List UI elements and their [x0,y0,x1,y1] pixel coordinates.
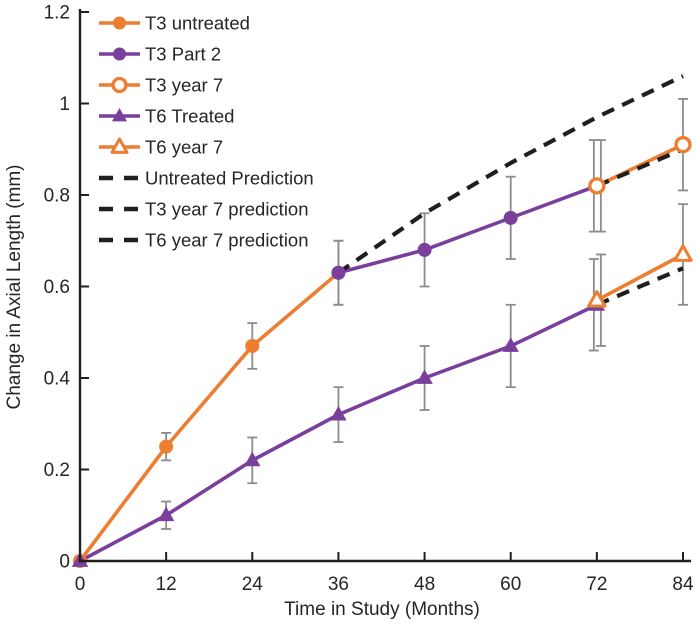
x-tick-label: 84 [672,574,694,595]
series-line-t3-untreated [78,270,341,563]
legend-label: T3 Part 2 [145,44,221,65]
legend-label: T6 year 7 [145,137,223,158]
marker-t6-treated [416,369,433,384]
x-tick-label: 60 [500,574,521,595]
marker-t3-part-2 [113,47,126,61]
x-tick-label: 12 [156,574,177,595]
y-tick-label: 0.8 [44,186,70,207]
marker-t3-year-7 [111,76,128,94]
marker-t6-treated [244,451,261,467]
series-line-t3-year-7 [595,142,685,188]
y-tick-label: 0 [59,552,70,573]
error-bars-layer [161,98,688,530]
y-tick-label: 1 [59,94,70,115]
series-line-untreated-prediction [337,74,684,275]
marker-t6-year-7 [587,290,607,308]
marker-t3-untreated [245,338,260,353]
y-tick-label: 0.4 [44,369,71,390]
marker-t6-treated [330,405,347,421]
legend-item-t6-year-7-prediction: T6 year 7 prediction [99,230,309,251]
legend-item-untreated-prediction: Untreated Prediction [99,168,314,189]
marker-t6-treated [502,337,519,352]
legend-label: Untreated Prediction [145,168,314,189]
legend: T3 untreated T3 Part 2 T3 year 7 T6 Treated… [99,13,314,251]
marker-t6-year-7 [673,244,693,262]
marker-t3-part-2 [503,210,518,225]
legend-label: T3 year 7 [145,75,223,96]
marker-t3-year-7 [674,136,692,154]
legend-label: T3 year 7 prediction [145,199,309,220]
y-axis-title: Change in Axial Length (mm) [4,164,25,409]
marker-t3-untreated [159,439,174,454]
legend-item-t6-treated: T6 Treated [99,106,234,127]
legend-item-t6-year-7: T6 year 7 [99,137,223,158]
series-line-t6-year-7 [595,252,685,303]
marker-t6-treated [157,506,175,522]
x-axis-title: Time in Study (Months) [284,599,480,620]
legend-item-t3-year-7: T3 year 7 [99,75,223,96]
marker-t3-part-2 [331,265,346,280]
x-tick-label: 36 [328,574,349,595]
x-tick-label: 72 [586,574,607,595]
y-tick-label: 1.2 [44,3,70,24]
x-tick-label: 0 [75,574,86,595]
series-line-t6-year-7-prediction [596,266,684,307]
marker-t3-untreated [113,16,126,30]
legend-label: T6 Treated [145,106,234,127]
legend-item-t3-part-2: T3 Part 2 [99,44,221,65]
y-tick-label: 0.2 [44,460,70,481]
legend-label: T6 year 7 prediction [145,230,309,251]
legend-item-t3-year-7-prediction: T3 year 7 prediction [99,199,309,220]
marker-t3-year-7 [588,177,606,195]
axes-layer: 0 12 24 36 48 60 72 84 0 0.2 0.4 0.6 0.8 1 1.2 [44,3,694,596]
legend-label: T3 untreated [145,13,250,34]
series-line-t3-part-2 [336,184,599,275]
x-tick-label: 48 [414,574,435,595]
marker-t6-treated [112,108,127,122]
legend-item-t3-untreated: T3 untreated [99,13,250,34]
series-markers-layer [71,136,693,568]
y-tick-label: 0.6 [44,277,70,298]
x-tick-label: 24 [242,574,264,595]
marker-t6-year-7 [110,137,129,154]
series-line-t3-year-7-prediction [596,147,684,188]
marker-t3-part-2 [417,242,432,257]
